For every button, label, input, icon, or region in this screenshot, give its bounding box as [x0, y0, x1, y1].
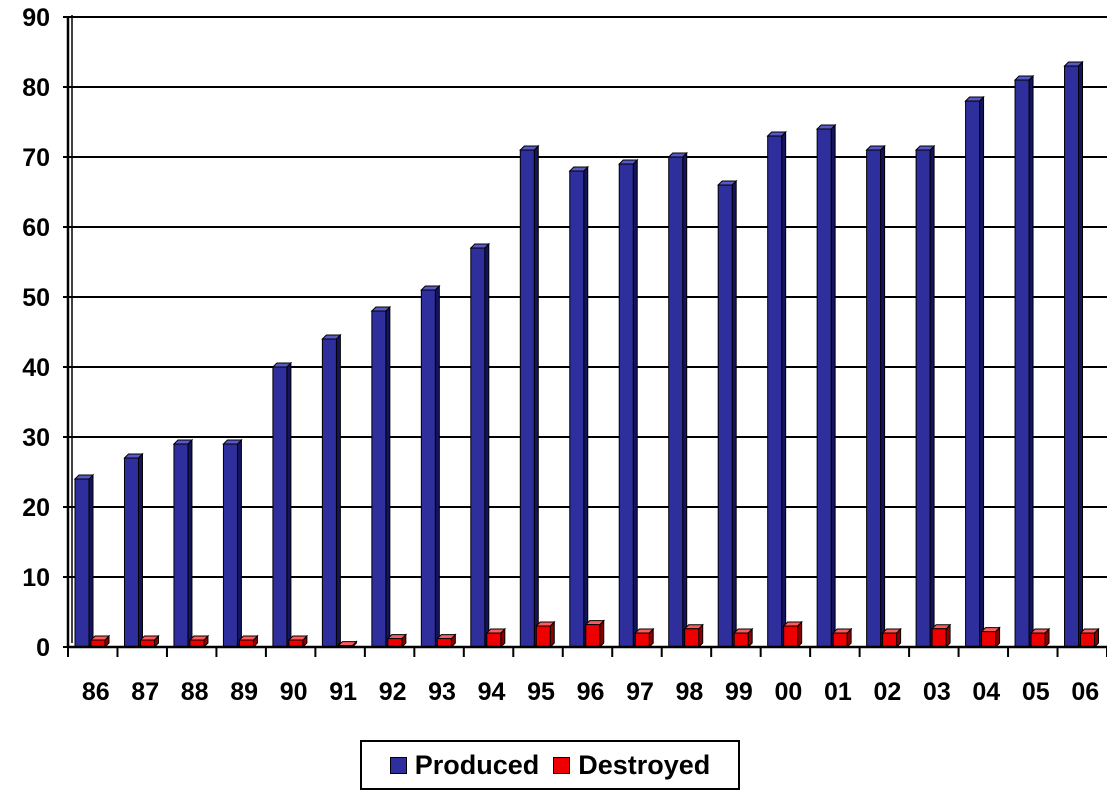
- x-tick-label: 93: [428, 678, 456, 706]
- bar-destroyed-02: [881, 627, 902, 649]
- bar-destroyed-00: [782, 620, 803, 649]
- y-tick-label: 10: [22, 564, 50, 592]
- legend-swatch-destroyed: [553, 756, 571, 774]
- y-tick-label: 30: [22, 424, 50, 452]
- bar-destroyed-90: [287, 634, 309, 649]
- bar-destroyed-97: [634, 627, 655, 649]
- bar-destroyed-01: [831, 627, 853, 649]
- legend: Produced Destroyed: [360, 740, 740, 790]
- bar-produced-06: [1063, 60, 1084, 649]
- legend-label-destroyed: Destroyed: [578, 749, 711, 780]
- bar-produced-92: [370, 305, 392, 649]
- x-tick-label: 99: [725, 678, 753, 706]
- bar-destroyed-95: [535, 620, 556, 649]
- legend-swatch-produced: [389, 756, 407, 774]
- bar-destroyed-89: [238, 634, 259, 649]
- x-tick-label: 98: [676, 678, 704, 706]
- legend-label-produced: Produced: [414, 749, 540, 780]
- bar-destroyed-03: [930, 623, 952, 649]
- bar-produced-90: [271, 361, 293, 649]
- bar-destroyed-87: [139, 634, 160, 649]
- x-tick-label: 97: [626, 678, 654, 706]
- bar-destroyed-99: [732, 627, 754, 649]
- bar-produced-04: [964, 95, 985, 649]
- x-tick-label: 06: [1071, 678, 1099, 706]
- y-axis-tick-labels: 0 10 20 30 40 50 60 70 80 90: [22, 4, 68, 662]
- bar-destroyed-06: [1079, 627, 1100, 649]
- x-tick-label: 88: [181, 678, 209, 706]
- bar-produced-03: [914, 144, 936, 649]
- y-tick-label: 20: [22, 494, 50, 522]
- legend-item-produced: Produced: [389, 749, 540, 781]
- bar-produced-01: [815, 123, 837, 649]
- bar-destroyed-93: [436, 633, 457, 649]
- bar-produced-89: [222, 438, 243, 649]
- bar-destroyed-92: [386, 633, 408, 649]
- y-tick-label: 80: [22, 74, 50, 102]
- bar-produced-05: [1013, 74, 1035, 649]
- bar-produced-00: [766, 130, 787, 649]
- x-tick-label: 03: [923, 678, 951, 706]
- bar-produced-91: [321, 333, 342, 649]
- x-tick-label: 87: [131, 678, 159, 706]
- bar-produced-97: [618, 158, 639, 649]
- bar-destroyed-86: [89, 634, 111, 649]
- x-tick-label: 92: [379, 678, 407, 706]
- x-axis-tick-labels: 86 87 88 89 90 91 92 93 94 95 96 97 98 99 00 01 02 03 04 05…: [67, 647, 1107, 706]
- x-tick-label: 05: [1022, 678, 1050, 706]
- bar-destroyed-98: [683, 623, 704, 649]
- axes: [66, 15, 1107, 649]
- x-tick-label: 89: [230, 678, 258, 706]
- bar-produced-96: [568, 165, 589, 649]
- bar-produced-02: [865, 144, 886, 649]
- bar-destroyed-88: [188, 634, 210, 649]
- x-tick-label: 96: [577, 678, 605, 706]
- y-tick-label: 0: [36, 634, 50, 662]
- bars: [73, 60, 1100, 649]
- x-tick-label: 04: [972, 678, 1000, 706]
- bar-produced-94: [469, 242, 491, 649]
- x-tick-label: 90: [280, 678, 308, 706]
- x-tick-label: 02: [873, 678, 901, 706]
- x-tick-label: 95: [527, 678, 555, 706]
- bar-destroyed-05: [1029, 627, 1051, 649]
- bar-produced-93: [420, 284, 441, 649]
- bar-destroyed-94: [485, 627, 507, 649]
- y-tick-label: 50: [22, 284, 50, 312]
- legend-item-destroyed: Destroyed: [553, 750, 710, 781]
- bar-produced-87: [123, 452, 144, 649]
- x-tick-label: 86: [82, 678, 110, 706]
- bar-produced-88: [172, 438, 194, 649]
- bar-produced-95: [519, 144, 540, 649]
- x-tick-label: 00: [774, 678, 802, 706]
- bar-destroyed-04: [980, 626, 1001, 649]
- y-tick-label: 70: [22, 144, 50, 172]
- y-tick-label: 40: [22, 354, 50, 382]
- bar-produced-86: [73, 473, 95, 649]
- y-tick-label: 60: [22, 214, 50, 242]
- x-tick-label: 91: [329, 678, 357, 706]
- y-tick-label: 90: [22, 4, 50, 32]
- bar-destroyed-96: [584, 619, 605, 649]
- x-tick-label: 01: [824, 678, 852, 706]
- bar-produced-98: [667, 151, 688, 649]
- bar-produced-99: [716, 179, 738, 649]
- x-tick-label: 94: [478, 678, 506, 706]
